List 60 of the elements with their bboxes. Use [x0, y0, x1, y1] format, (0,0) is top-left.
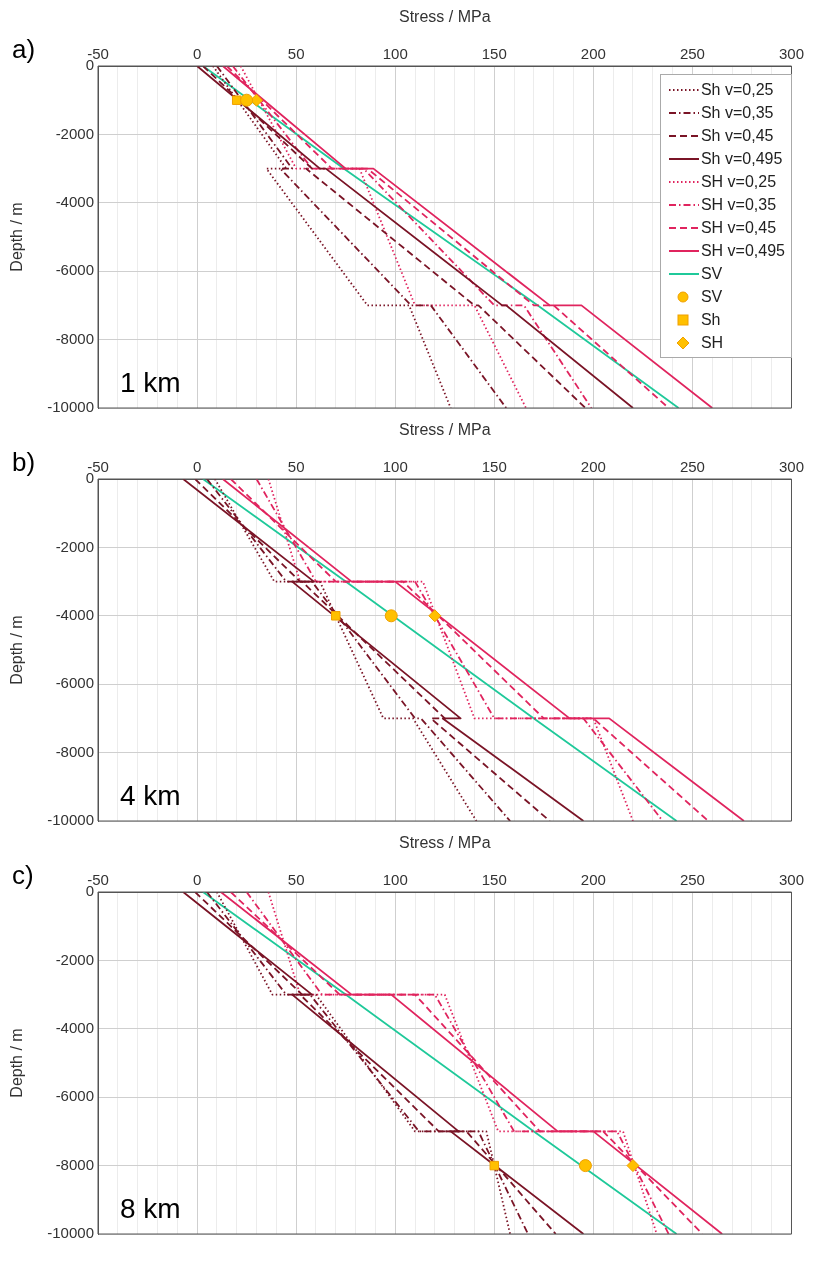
x-tick-label: 150 — [481, 871, 507, 889]
y-axis-title: Depth / m — [8, 1028, 26, 1098]
y-tick-label: -8000 — [55, 742, 94, 760]
y-tick-label: -2000 — [55, 124, 94, 142]
x-tick-label: 150 — [481, 458, 507, 476]
x-tick-label: 300 — [778, 45, 804, 63]
y-tick-label: -2000 — [55, 950, 94, 968]
legend-label: SH v=0,25 — [700, 172, 777, 191]
annotation: 8 km — [120, 1193, 181, 1224]
x-tick-label: 300 — [778, 871, 804, 889]
annotation: 1 km — [120, 367, 181, 398]
y-tick-label: -4000 — [55, 192, 94, 210]
x-tick-label: 0 — [192, 45, 202, 63]
x-tick-label: 100 — [382, 871, 408, 889]
x-tick-label: 50 — [287, 458, 305, 476]
x-tick-label: 50 — [287, 871, 305, 889]
chart-title: c) — [12, 860, 34, 890]
legend-label: SH v=0,35 — [700, 195, 777, 214]
x-tick-label: 50 — [287, 45, 305, 63]
y-tick-label: -6000 — [55, 1087, 94, 1105]
x-tick-label: 0 — [192, 458, 202, 476]
y-tick-label: -4000 — [55, 1018, 94, 1036]
x-tick-label: 100 — [382, 45, 408, 63]
x-tick-label: 250 — [679, 458, 705, 476]
y-tick-label: -8000 — [55, 1155, 94, 1173]
legend-label: Sh v=0,45 — [700, 126, 774, 145]
x-axis-title: Stress / MPa — [398, 8, 491, 26]
x-tick-label: 150 — [481, 45, 507, 63]
x-tick-label: 0 — [192, 871, 202, 889]
x-tick-label: 200 — [580, 458, 606, 476]
legend-label: SH — [700, 333, 724, 352]
y-tick-label: -8000 — [55, 329, 94, 347]
x-axis-title: Stress / MPa — [398, 834, 491, 852]
y-axis-title: Depth / m — [8, 202, 26, 272]
x-tick-label: 200 — [580, 871, 606, 889]
chart-title: b) — [12, 447, 36, 477]
legend-label: Sh v=0,35 — [700, 103, 774, 122]
legend-label: SH v=0,495 — [700, 241, 785, 260]
x-tick-label: 200 — [580, 45, 606, 63]
x-tick-label: 100 — [382, 458, 408, 476]
y-tick-label: -6000 — [55, 261, 94, 279]
x-tick-label: 250 — [679, 871, 705, 889]
legend-label: SV — [700, 264, 723, 283]
y-tick-label: -10000 — [47, 811, 94, 829]
y-tick-label: -4000 — [55, 605, 94, 623]
y-tick-label: -10000 — [47, 1224, 94, 1242]
legend-label: SV — [700, 287, 723, 306]
legend-label: Sh v=0,495 — [700, 149, 783, 168]
x-axis-title: Stress / MPa — [398, 421, 491, 439]
y-axis-title: Depth / m — [8, 615, 26, 685]
legend-label: SH v=0,45 — [700, 218, 777, 237]
legend-label: Sh — [700, 310, 721, 329]
y-tick-label: -2000 — [55, 537, 94, 555]
y-tick-label: -6000 — [55, 674, 94, 692]
legend-label: Sh v=0,25 — [700, 80, 774, 99]
y-tick-label: -10000 — [47, 398, 94, 416]
x-tick-label: 300 — [778, 458, 804, 476]
chart-title: a) — [12, 34, 36, 64]
x-tick-label: 250 — [679, 45, 705, 63]
annotation: 4 km — [120, 780, 181, 811]
